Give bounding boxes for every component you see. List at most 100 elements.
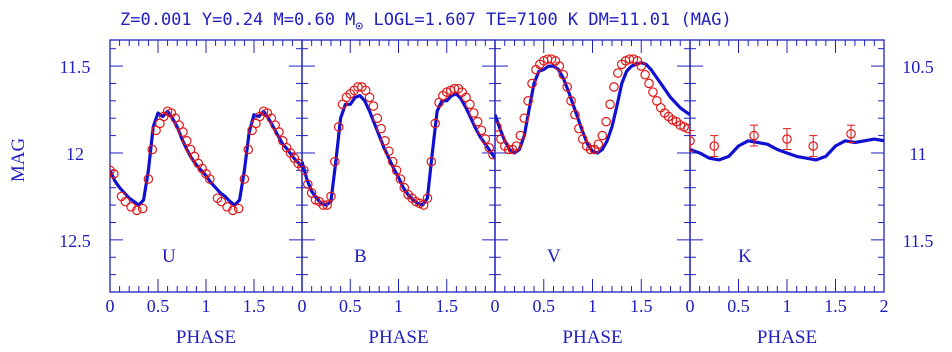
observed-point: [364, 92, 375, 103]
y-tick-label: 11.5: [60, 57, 91, 77]
observed-point: [430, 118, 440, 129]
observed-point: [709, 141, 720, 151]
x-tick-label: 0: [491, 296, 500, 316]
observed-point: [302, 165, 309, 176]
observed-point: [690, 136, 695, 146]
x-axis-label: PHASE: [562, 327, 622, 348]
observed-point: [683, 123, 690, 134]
observed-point: [302, 179, 313, 190]
y-axis-title: MAG: [8, 138, 29, 183]
band-label: V: [547, 246, 561, 267]
band-label: U: [162, 246, 176, 267]
observed-point: [523, 96, 533, 106]
observed-point: [468, 108, 479, 118]
y-tick-label: 11.5: [903, 231, 934, 251]
observed-point: [554, 61, 565, 71]
observed-point: [597, 130, 608, 141]
x-tick-label: 0.5: [339, 296, 362, 316]
observed-point: [137, 203, 148, 214]
y-tick-label: 10.5: [902, 57, 934, 77]
observed-point: [318, 200, 329, 210]
observed-point: [322, 200, 332, 210]
plot-frame: [494, 39, 691, 293]
observed-point: [488, 149, 495, 160]
observed-point: [372, 113, 383, 124]
observed-point: [562, 82, 572, 92]
x-tick-label: 1.5: [436, 296, 459, 316]
observed-point: [274, 127, 284, 137]
observed-point: [376, 123, 386, 134]
observed-point: [605, 99, 615, 110]
model-curve: [495, 61, 690, 155]
x-axis-label: PHASE: [757, 327, 817, 348]
x-tick-label: 0: [686, 296, 695, 316]
panel-b: 0 0.5 1 1.5 PHASE B: [298, 39, 496, 348]
model-curve: [302, 92, 495, 207]
x-tick-label: 1.5: [243, 296, 266, 316]
x-axis-label: PHASE: [368, 327, 428, 348]
observed-point: [503, 144, 514, 155]
observed-point: [558, 69, 569, 80]
model-curve: [110, 109, 302, 207]
observed-point: [644, 78, 654, 89]
model-curve: [690, 137, 884, 162]
observed-point: [147, 144, 158, 155]
observed-point: [353, 82, 363, 92]
x-tick-label: 1: [783, 296, 792, 316]
band-label: K: [738, 246, 752, 267]
observed-point: [782, 134, 792, 144]
observed-point: [465, 99, 475, 110]
observed-point: [380, 136, 390, 146]
observed-point: [601, 116, 611, 127]
observed-point: [527, 78, 537, 89]
x-tick-label: 0: [106, 296, 115, 316]
observed-point: [422, 193, 433, 203]
observed-point: [228, 205, 238, 216]
observed-point: [384, 146, 394, 157]
observed-point: [326, 191, 336, 202]
observed-point: [515, 130, 526, 141]
observed-point: [476, 125, 487, 136]
observed-point: [387, 156, 398, 167]
observed-point: [120, 196, 131, 207]
sun-symbol-icon: ⊙: [355, 19, 363, 34]
x-tick-label: 1.5: [824, 296, 847, 316]
observed-point: [333, 122, 344, 132]
y-tick-label: 12: [66, 144, 84, 164]
y-tick-label: 11: [909, 144, 926, 164]
plot-frame: [689, 39, 885, 293]
observed-point: [511, 141, 522, 151]
observed-point: [233, 203, 244, 214]
observed-point: [480, 134, 491, 144]
observed-point: [449, 83, 460, 94]
x-tick-label: 0.5: [147, 296, 170, 316]
band-label: B: [354, 246, 367, 267]
observed-point: [243, 144, 254, 155]
observed-point: [143, 174, 154, 184]
observed-point: [368, 101, 379, 111]
x-tick-label: 1: [202, 296, 211, 316]
x-axis-label: PHASE: [176, 327, 236, 348]
observed-point: [609, 82, 619, 92]
x-tick-label: 0.5: [727, 296, 750, 316]
observed-point: [846, 129, 856, 139]
plot-area: [302, 82, 495, 210]
plot-area: [495, 54, 690, 155]
x-tick-label: 1.5: [630, 296, 653, 316]
observed-point: [585, 144, 596, 155]
observed-point: [426, 156, 437, 167]
x-tick-label: 2: [880, 296, 889, 316]
plot-area: [690, 124, 884, 162]
observed-point: [574, 123, 584, 134]
figure-title: Z=0.001 Y=0.24 M=0.60 M⊙ LOGL=1.607 TE=7…: [120, 10, 732, 34]
observed-point: [566, 96, 576, 106]
observed-point: [132, 205, 142, 216]
observed-point: [395, 174, 406, 184]
observed-point: [519, 113, 530, 124]
observed-point: [640, 69, 650, 80]
observed-point: [182, 136, 192, 146]
observed-point: [636, 61, 647, 71]
observed-point: [593, 139, 604, 150]
